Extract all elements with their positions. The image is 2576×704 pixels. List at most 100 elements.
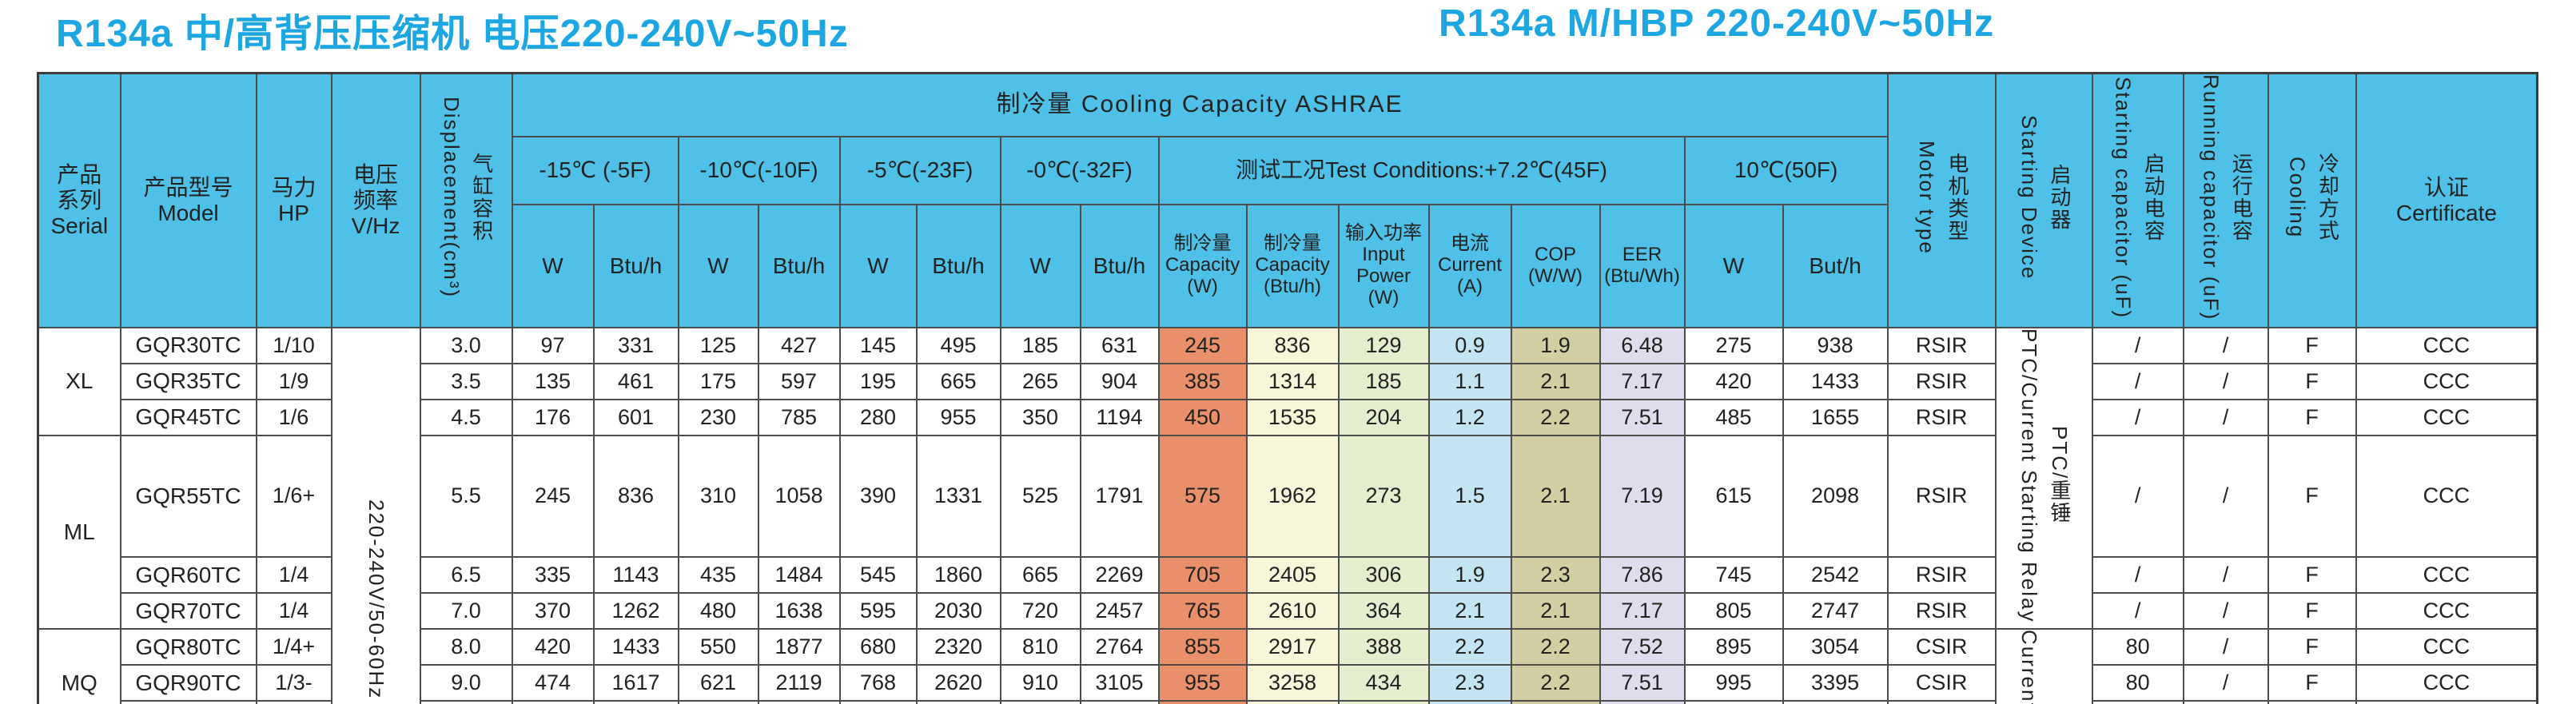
cell-b0: 631 xyxy=(1079,326,1160,364)
cell-hp: 1/9 xyxy=(255,362,332,400)
cell-hp: 1/4+ xyxy=(255,628,332,666)
cell-w5: 390 xyxy=(838,434,918,559)
cell-certificate: CCC xyxy=(2355,398,2538,436)
cell-w0: 1034 xyxy=(999,700,1081,704)
col-header-displacement: 气缸容积 Displacement(cm³) xyxy=(419,72,513,328)
cell-eer: 7.51 xyxy=(1599,664,1686,702)
cell-starting-capacitor: 80 xyxy=(2091,700,2184,704)
cell-motor-type: CSIR xyxy=(1886,628,1997,666)
cell-b15: 1433 xyxy=(592,628,679,666)
cell-w50: 1119 xyxy=(1683,700,1784,704)
cell-btu50: 3054 xyxy=(1782,628,1889,666)
cell-displacement: 9.0 xyxy=(419,664,513,702)
cell-motor-type: RSIR xyxy=(1886,362,1997,400)
cell-eer: 7.17 xyxy=(1599,362,1686,400)
cell-current: 1.9 xyxy=(1427,556,1512,595)
cell-eer: 7.51 xyxy=(1599,398,1686,436)
table-row: GQR90TC 1/3- 9.0 474 1617 621 2119 768 2620 910 31… xyxy=(38,664,2538,702)
cell-b5: 1331 xyxy=(915,434,1001,559)
cell-cop: 2.2 xyxy=(1510,398,1601,436)
col-header-temp-15: -15℃ (-5F) xyxy=(511,136,679,205)
cell-b10: 1638 xyxy=(757,592,841,630)
cell-hp: 1/10 xyxy=(255,326,332,364)
cell-w50: 615 xyxy=(1683,434,1784,559)
cell-model: GQR90TC xyxy=(119,664,257,702)
cell-w10: 550 xyxy=(677,628,759,666)
cell-input-power: 469 xyxy=(1337,700,1430,704)
cell-certificate: CCC xyxy=(2355,664,2538,702)
cell-cooling: F xyxy=(2267,664,2357,702)
cell-b15: 1617 xyxy=(592,664,679,702)
starting-device-upper-vertical-text: PTC/重锤 PTC/Current Starting Relay xyxy=(2017,328,2072,623)
col-header-serial: 产品 系列 Serial xyxy=(37,72,121,328)
table-row: GQR11TC3/811.053618297022395868296210343… xyxy=(38,700,2538,704)
unit-header-w0: W xyxy=(999,203,1081,328)
table-row: GQR45TC 1/6 4.5 176 601 230 785 280 955 350 1194 45… xyxy=(38,398,2538,436)
cell-capacity-btu: 2917 xyxy=(1245,628,1340,666)
cell-starting-device-lower: 重锤 Current Starting Relay xyxy=(1994,628,2093,704)
cell-running-capacitor: / xyxy=(2182,700,2269,704)
cell-cooling: F xyxy=(2267,434,2357,559)
cell-b10: 427 xyxy=(757,326,841,364)
cell-model: GQR70TC xyxy=(119,592,257,630)
cell-w15: 245 xyxy=(511,434,595,559)
cell-w10: 435 xyxy=(677,556,759,595)
cell-b10: 2395 xyxy=(757,700,841,704)
cell-cooling: F xyxy=(2267,556,2357,595)
cell-model: GQR35TC xyxy=(119,362,257,400)
cell-serial-group: ML xyxy=(37,434,121,630)
cell-b10: 1484 xyxy=(757,556,841,595)
cell-b0: 904 xyxy=(1079,362,1160,400)
cell-b15: 601 xyxy=(592,398,679,436)
cell-input-power: 434 xyxy=(1337,664,1430,702)
cell-current: 2.1 xyxy=(1427,592,1512,630)
cell-btu50: 3818 xyxy=(1782,700,1889,704)
cell-eer: 7.85 xyxy=(1599,700,1686,704)
cell-input-power: 185 xyxy=(1337,362,1430,400)
cell-motor-type: RSIR xyxy=(1886,592,1997,630)
cooling-vertical-label: 冷却方式 Cooling xyxy=(2285,153,2340,243)
cell-input-power: 306 xyxy=(1337,556,1430,595)
unit-header-eer: EER (Btu/Wh) xyxy=(1599,203,1686,328)
cell-b5: 1860 xyxy=(915,556,1001,595)
cell-btu50: 1655 xyxy=(1782,398,1889,436)
cell-running-capacitor: / xyxy=(2182,362,2269,400)
table-row: ML GQR55TC 1/6+ 5.5 245 836 310 1058 390 1331 525 1… xyxy=(37,434,2538,630)
cell-starting-capacitor: / xyxy=(2091,362,2184,400)
cell-eer: 7.52 xyxy=(1599,628,1686,666)
cell-starting-capacitor: 80 xyxy=(2091,664,2184,702)
cell-capacity-btu: 1314 xyxy=(1245,362,1340,400)
cell-w0: 910 xyxy=(999,664,1081,702)
cell-capacity-btu: 2405 xyxy=(1245,556,1340,595)
col-header-starting-capacitor: 启动电容 Starting capacitor (uF) xyxy=(2091,72,2184,328)
cell-displacement: 4.5 xyxy=(419,398,513,436)
cell-current: 0.9 xyxy=(1427,326,1512,364)
cell-cop: 2.2 xyxy=(1510,628,1601,666)
cell-b15: 1829 xyxy=(592,700,679,704)
cell-serial-group: XL xyxy=(37,326,121,436)
col-header-cooling-capacity: 制冷量 Cooling Capacity ASHRAE xyxy=(511,72,1889,138)
cell-w5: 145 xyxy=(838,326,918,364)
cell-starting-capacitor: 80 xyxy=(2091,628,2184,666)
col-header-certificate: 认证 Certificate xyxy=(2355,72,2538,328)
cell-capacity-w: 450 xyxy=(1157,398,1248,436)
cell-w5: 595 xyxy=(838,592,918,630)
cell-b5: 955 xyxy=(915,398,1001,436)
cell-capacity-w: 855 xyxy=(1157,628,1248,666)
cell-certificate: CCC xyxy=(2355,556,2538,595)
cell-capacity-btu: 2610 xyxy=(1245,592,1340,630)
cell-b15: 331 xyxy=(592,326,679,364)
cell-capacity-w: 385 xyxy=(1157,362,1248,400)
cell-motor-type: RSIR xyxy=(1886,326,1997,364)
cell-w0: 720 xyxy=(999,592,1081,630)
cell-starting-capacitor: / xyxy=(2091,556,2184,595)
unit-header-btu15: Btu/h xyxy=(592,203,679,328)
cell-motor-type: RSIR xyxy=(1886,398,1997,436)
unit-header-w10: W xyxy=(677,203,759,328)
page-title-right: R134a M/HBP 220-240V~50Hz xyxy=(1439,2,1995,45)
col-header-model: 产品型号 Model xyxy=(119,72,257,328)
cell-model: GQR30TC xyxy=(119,326,257,364)
cell-displacement: 3.0 xyxy=(419,326,513,364)
cell-w5: 768 xyxy=(838,664,918,702)
unit-header-w50: W xyxy=(1683,203,1784,328)
